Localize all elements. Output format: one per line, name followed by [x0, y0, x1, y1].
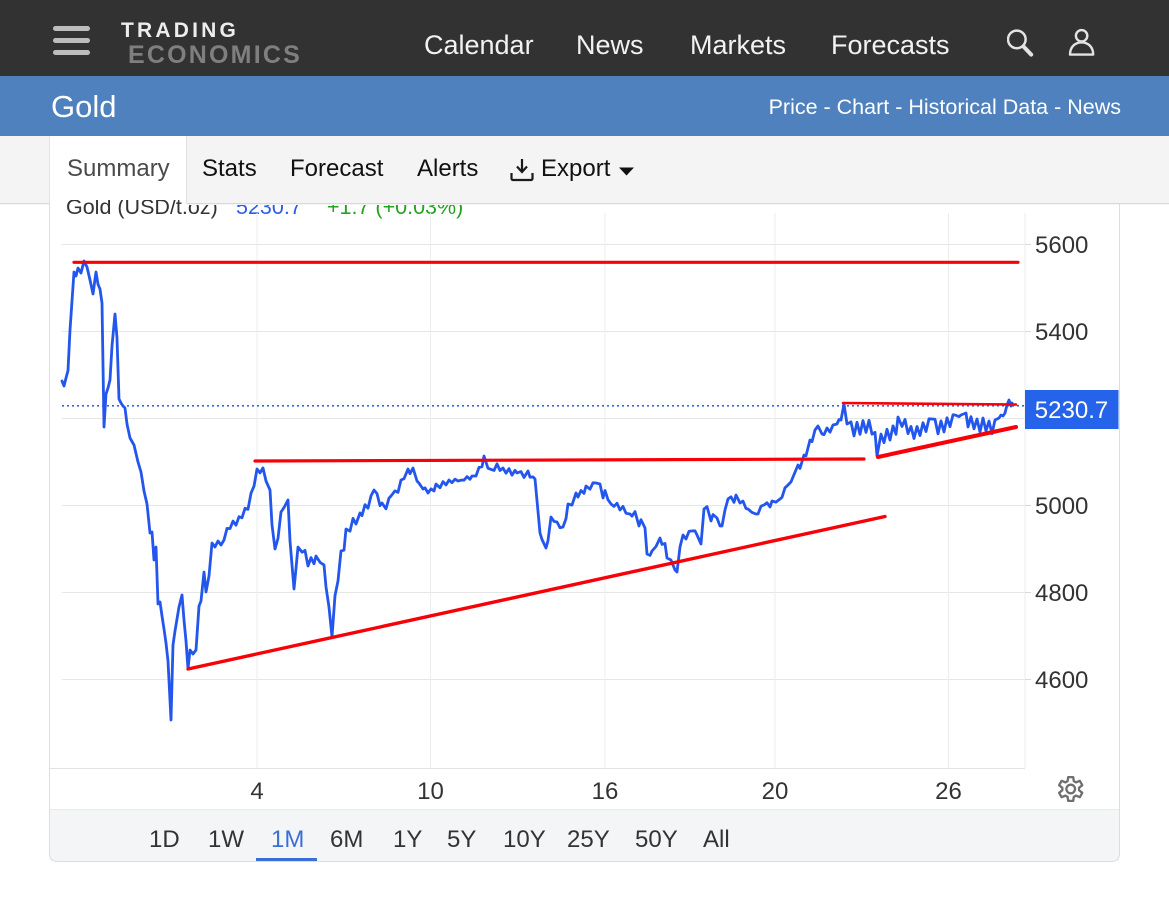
svg-text:5000: 5000 [1035, 493, 1088, 520]
svg-text:10: 10 [417, 778, 444, 805]
svg-text:26: 26 [935, 778, 962, 805]
svg-text:4600: 4600 [1035, 667, 1088, 694]
svg-text:16: 16 [592, 778, 619, 805]
svg-text:5230.7: 5230.7 [1035, 397, 1108, 424]
svg-text:4800: 4800 [1035, 580, 1088, 607]
svg-text:4: 4 [250, 778, 263, 805]
svg-text:5600: 5600 [1035, 232, 1088, 259]
svg-text:20: 20 [762, 778, 789, 805]
svg-text:5400: 5400 [1035, 319, 1088, 346]
